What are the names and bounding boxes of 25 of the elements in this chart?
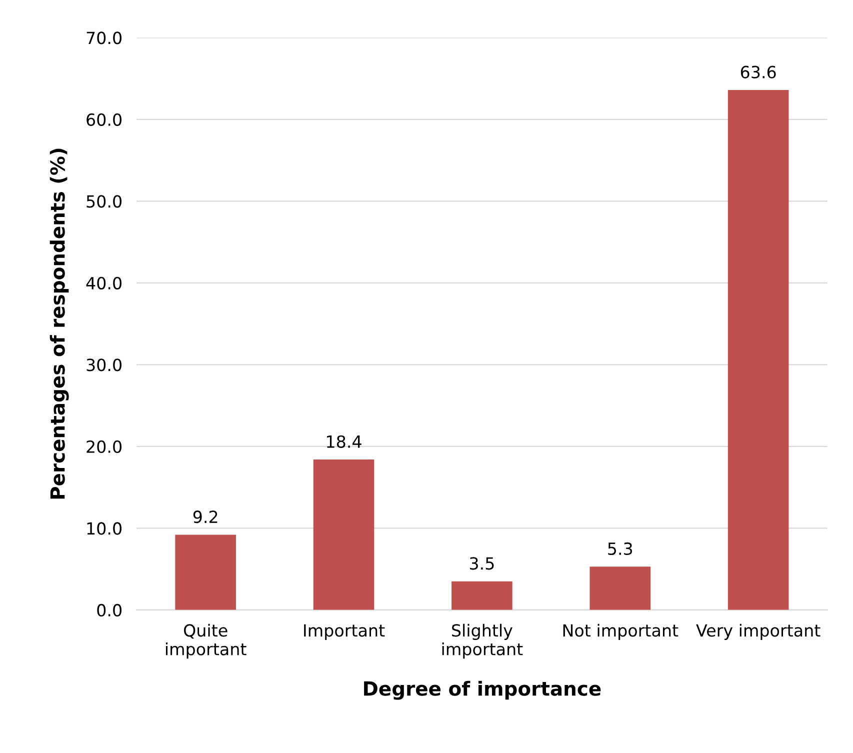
bar [728,90,789,610]
x-axis-title: Degree of importance [364,680,601,700]
x-tick-label: Very important [696,624,820,640]
y-axis-title: Percentages of respondents (%) [50,148,69,499]
data-label: 18.4 [327,435,362,448]
y-tick-label: 70.0 [86,32,122,44]
x-tick-label: Not important [563,624,678,640]
bar [590,566,651,610]
x-tick-label: Quite important [166,624,246,659]
bar [452,581,512,610]
data-label: 3.5 [470,557,494,570]
y-tick-label: 0.0 [97,604,122,616]
y-tick-label: 50.0 [86,195,122,208]
bar [313,460,374,610]
data-label: 9.2 [193,510,218,524]
y-tick-label: 30.0 [86,358,122,372]
y-tick-label: 20.0 [86,440,122,453]
x-tick-label: Slightly important [442,624,523,659]
data-label: 63.6 [740,66,776,78]
y-tick-label: 40.0 [86,276,122,290]
y-tick-label: 60.0 [86,113,122,126]
bar [175,534,236,610]
data-label: 5.3 [608,542,632,556]
y-tick-label: 10.0 [87,522,122,535]
x-tick-label: Important [304,624,385,640]
